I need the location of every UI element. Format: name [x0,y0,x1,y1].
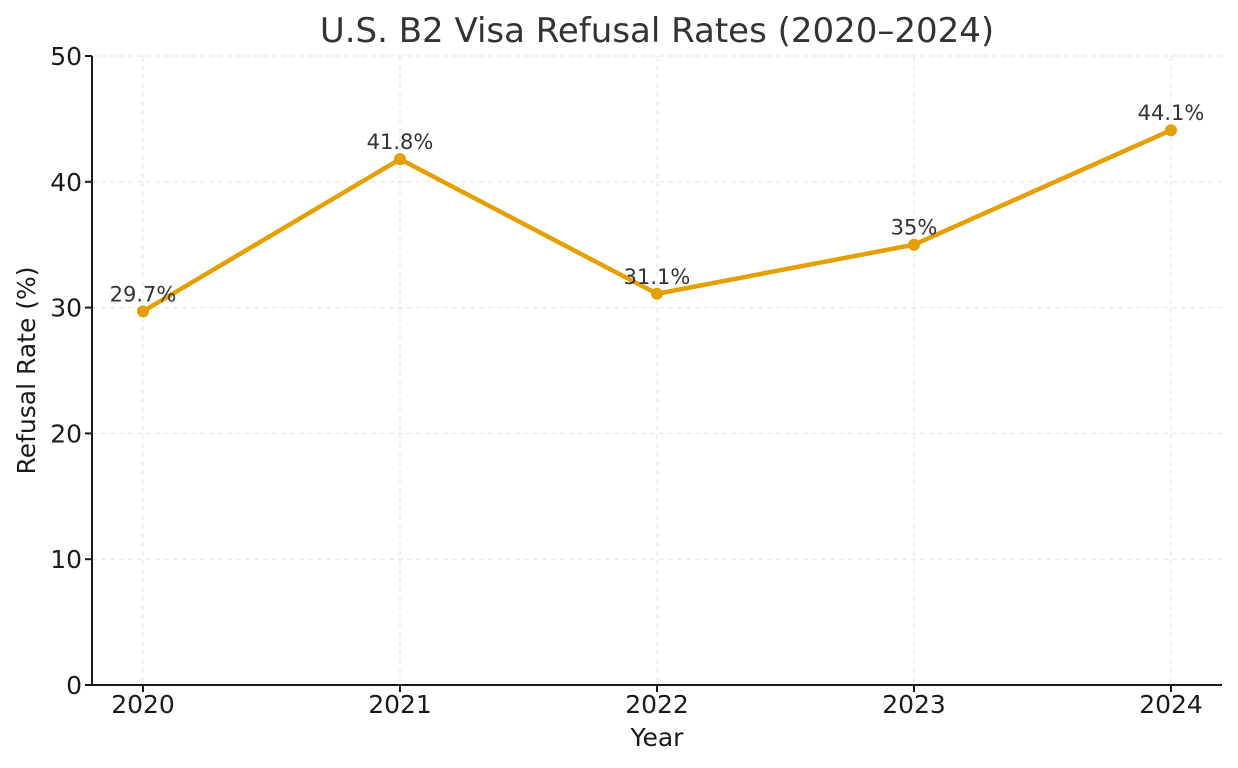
data-labels: 29.7% 41.8% 31.1% 35% 44.1% [110,101,1205,306]
series [137,124,1177,318]
x-tick-label: 2022 [625,690,689,719]
x-tick-label: 2023 [882,690,946,719]
x-tick-label: 2020 [111,690,175,719]
data-label: 41.8% [367,130,434,154]
data-label: 29.7% [110,282,177,306]
y-tick-label: 0 [66,671,82,700]
data-label: 35% [891,216,938,240]
data-label: 44.1% [1138,101,1205,125]
x-tick-label: 2024 [1139,690,1203,719]
y-tick-label: 50 [50,42,82,71]
y-axis-title: Refusal Rate (%) [12,266,41,474]
y-tick-label: 40 [50,168,82,197]
data-point [908,238,920,251]
ticks: 0 10 20 30 40 50 2020 2021 2022 2023 2024 [50,42,1203,719]
data-point [137,305,149,318]
x-axis-title: Year [630,723,685,752]
data-point [394,153,406,166]
x-tick-label: 2021 [368,690,432,719]
data-label: 31.1% [624,265,691,289]
y-tick-label: 10 [50,545,82,574]
y-tick-label: 20 [50,419,82,448]
data-point [651,287,663,300]
y-tick-label: 30 [50,294,82,323]
grid [92,55,1222,685]
data-point [1165,124,1177,137]
chart-title: U.S. B2 Visa Refusal Rates (2020–2024) [320,11,994,51]
